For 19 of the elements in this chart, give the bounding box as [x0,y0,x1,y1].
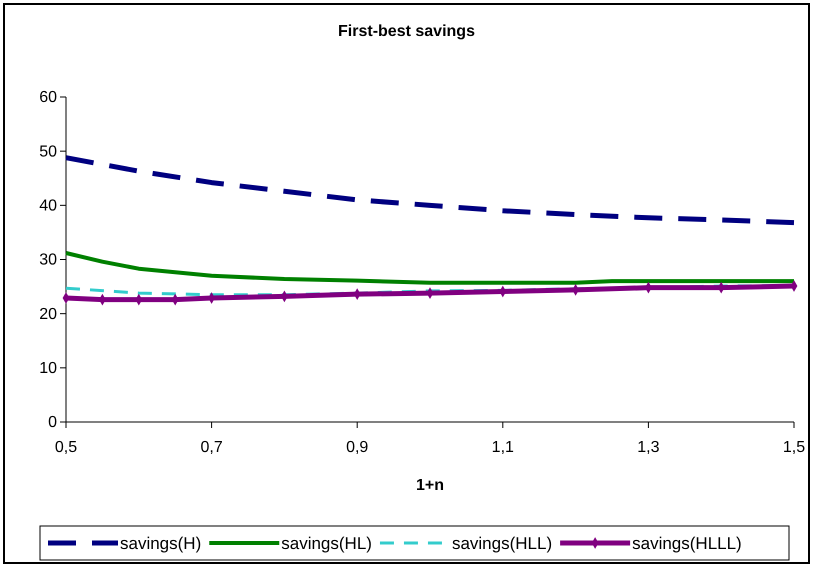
chart-title: First-best savings [338,23,476,40]
x-tick-label: 1,1 [492,438,514,456]
y-tick-label: 0 [48,414,58,432]
y-tick-label: 20 [39,306,58,323]
x-tick-label: 0,5 [54,438,78,456]
y-tick-label: 30 [39,252,58,269]
y-tick-label: 10 [39,360,58,377]
y-tick-label: 60 [39,89,58,106]
x-tick-label: 0,9 [346,438,368,456]
legend-label: savings(H) [120,534,202,553]
legend-label: savings(HL) [281,534,372,553]
legend-label: savings(HLL) [452,534,552,553]
x-tick-label: 0,7 [200,438,223,456]
x-axis-title: 1+n [416,477,444,494]
x-tick-label: 1,3 [637,438,660,456]
legend-label: savings(HLLL) [632,534,742,553]
y-tick-label: 40 [39,197,58,214]
x-tick-label: 1,5 [782,438,806,456]
y-tick-label: 50 [39,143,58,160]
